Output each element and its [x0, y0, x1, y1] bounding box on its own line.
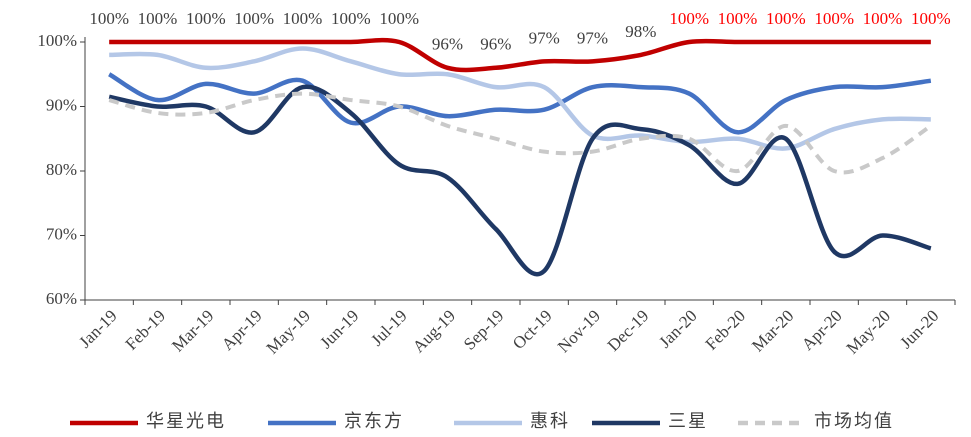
- x-tick-label: Nov-19: [554, 306, 604, 356]
- x-tick-label: Oct-19: [509, 306, 556, 353]
- series-line: [108, 84, 932, 277]
- data-label: 100%: [669, 9, 709, 28]
- y-tick-label: 90%: [46, 95, 77, 114]
- x-tick-label: Aug-19: [409, 306, 459, 356]
- y-tick-label: 60%: [46, 289, 77, 308]
- x-tick-label: Jun-19: [316, 306, 362, 352]
- legend-label: 市场均值: [814, 411, 894, 431]
- data-label: 100%: [186, 9, 226, 28]
- data-label: 100%: [379, 9, 419, 28]
- data-label: 100%: [138, 9, 178, 28]
- data-label: 100%: [234, 9, 274, 28]
- x-tick-label: Jan-19: [75, 306, 120, 351]
- y-tick-label: 80%: [46, 160, 77, 179]
- data-label: 96%: [480, 35, 511, 54]
- x-tick-label: Jun-20: [896, 306, 942, 352]
- y-tick-label: 70%: [46, 224, 77, 243]
- series-line: [108, 91, 932, 175]
- x-tick-label: Apr-20: [798, 306, 846, 354]
- data-label: 100%: [283, 9, 323, 28]
- data-label: 98%: [625, 22, 656, 41]
- data-label: 97%: [529, 28, 560, 47]
- data-label: 100%: [718, 9, 758, 28]
- data-label: 100%: [766, 9, 806, 28]
- x-tick-label: Jul-19: [367, 306, 410, 349]
- series-line: [108, 72, 932, 135]
- data-label: 100%: [331, 9, 371, 28]
- x-tick-label: Jan-20: [655, 306, 700, 351]
- data-label: 96%: [432, 35, 463, 54]
- legend-label: 华星光电: [146, 411, 226, 431]
- x-tick-label: Mar-19: [168, 306, 217, 355]
- x-tick-label: Sep-19: [460, 306, 507, 353]
- data-label: 100%: [911, 9, 951, 28]
- x-tick-label: May-19: [263, 306, 314, 357]
- data-label: 100%: [863, 9, 903, 28]
- legend-label: 惠科: [530, 411, 570, 431]
- y-tick-label: 100%: [37, 31, 77, 50]
- legend-label: 京东方: [344, 411, 404, 431]
- x-tick-label: Feb-19: [122, 306, 169, 353]
- x-tick-label: Mar-20: [748, 306, 797, 355]
- x-tick-label: Dec-19: [604, 306, 653, 355]
- data-label: 100%: [89, 9, 129, 28]
- series-line: [109, 46, 931, 151]
- data-label: 97%: [577, 28, 608, 47]
- data-label: 100%: [814, 9, 854, 28]
- x-tick-label: Apr-19: [218, 306, 266, 354]
- x-tick-label: May-20: [843, 306, 894, 357]
- x-tick-label: Feb-20: [702, 306, 749, 353]
- series-line: [109, 37, 931, 73]
- legend-label: 三星: [668, 411, 708, 431]
